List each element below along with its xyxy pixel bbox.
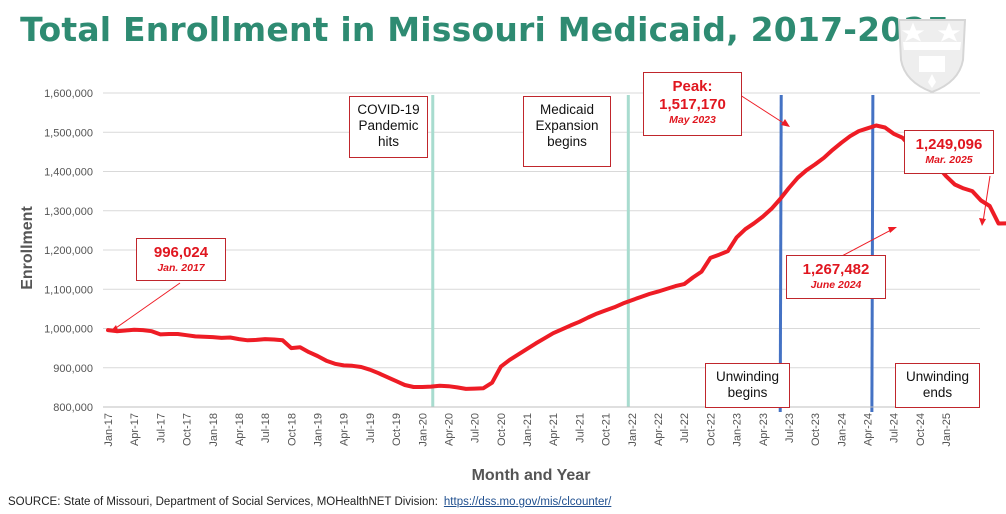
source-footnote: SOURCE: State of Missouri, Department of… [8, 496, 611, 508]
x-tick-label: Jul-23 [784, 413, 796, 443]
annotation-text: ends [922, 385, 953, 400]
y-tick-label: 1,000,000 [44, 324, 93, 336]
y-axis-title: Enrollment [19, 206, 36, 290]
x-tick-label: Jan-23 [732, 413, 744, 447]
x-tick-label: Jan-19 [313, 413, 325, 447]
x-tick-label: Oct-23 [810, 413, 822, 446]
annotation-value: 1,267,482 [802, 261, 870, 278]
x-tick-label: Jul-24 [889, 413, 901, 443]
x-tick-label: Jan-24 [836, 413, 848, 447]
annotation-peak: Peak: 1,517,170 May 2023 [643, 72, 742, 136]
annotation-mar-2025: 1,249,096 Mar. 2025 [904, 130, 994, 174]
annotation-text: Pandemic [358, 118, 419, 133]
x-tick-label: Oct-18 [286, 413, 298, 446]
x-tick-label: Oct-20 [496, 413, 508, 446]
annotation-date: May 2023 [669, 114, 716, 126]
x-tick-label: Jul-22 [679, 413, 691, 443]
annotation-value: 996,024 [153, 244, 209, 261]
x-tick-label: Apr-17 [129, 413, 141, 446]
x-tick-label: Jan-17 [103, 413, 115, 447]
annotation-covid: COVID-19 Pandemic hits [349, 96, 428, 158]
x-tick-label: Oct-22 [705, 413, 717, 446]
y-tick-label: 800,000 [53, 402, 93, 414]
x-tick-label: Apr-22 [653, 413, 665, 446]
x-tick-label: Oct-19 [391, 413, 403, 446]
x-tick-label: Apr-23 [758, 413, 770, 446]
x-tick-label: Jan-20 [417, 413, 429, 447]
x-tick-label: Jul-17 [155, 413, 167, 443]
annotation-date: Mar. 2025 [925, 154, 973, 166]
annotation-text: begins [547, 134, 587, 149]
x-tick-label: Apr-24 [863, 413, 875, 446]
x-axis-title: Month and Year [472, 467, 591, 484]
y-tick-label: 1,500,000 [44, 127, 93, 139]
annotation-text: begins [727, 385, 768, 400]
annotation-label: Peak: [672, 78, 713, 95]
y-tick-label: 900,000 [53, 363, 93, 375]
x-tick-label: Jul-18 [260, 413, 272, 443]
annotation-text: hits [377, 134, 399, 149]
annotation-value: 1,249,096 [915, 136, 983, 153]
annotation-text: COVID-19 [357, 102, 420, 117]
x-axis-ticks: Jan-17 Apr-17 Jul-17 Oct-17 Jan-18 Apr-18 Jul-… [103, 413, 953, 447]
annotation-unwinding-ends: Unwinding ends [895, 363, 980, 408]
x-tick-label: Oct-24 [915, 413, 927, 446]
y-tick-label: 1,400,000 [44, 167, 93, 179]
x-tick-label: Apr-18 [234, 413, 246, 446]
university-seal-icon [897, 19, 967, 94]
x-tick-label: Jan-22 [627, 413, 639, 447]
y-axis-ticks: 800,000 900,000 1,000,000 1,100,000 1,200,00… [44, 88, 93, 414]
annotation-jan-2017: 996,024 Jan. 2017 [136, 238, 226, 281]
x-tick-label: Jan-18 [208, 413, 220, 447]
y-tick-label: 1,600,000 [44, 88, 93, 100]
x-tick-label: Jul-21 [574, 413, 586, 443]
source-text: SOURCE: State of Missouri, Department of… [8, 496, 438, 508]
annotation-expansion: Medicaid Expansion begins [523, 96, 611, 167]
annotation-value: 1,517,170 [659, 96, 726, 113]
x-tick-label: Jan-25 [941, 413, 953, 447]
y-tick-label: 1,100,000 [44, 284, 93, 296]
source-link[interactable]: https://dss.mo.gov/mis/clcounter/ [443, 496, 612, 508]
annotation-text: Unwinding [715, 369, 780, 384]
annotation-june-2024: 1,267,482 June 2024 [786, 255, 886, 299]
x-tick-label: Apr-19 [339, 413, 351, 446]
annotation-arrows [110, 94, 991, 332]
event-marker-line [778, 94, 783, 413]
x-tick-label: Jul-19 [365, 413, 377, 443]
x-tick-label: Apr-20 [443, 413, 455, 446]
annotation-date: June 2024 [810, 279, 862, 291]
chart-title: Total Enrollment in Missouri Medicaid, 2… [20, 10, 950, 49]
x-tick-label: Oct-17 [182, 413, 194, 446]
y-tick-label: 1,200,000 [44, 245, 93, 257]
annotation-text: Expansion [535, 118, 599, 133]
x-tick-label: Jan-21 [522, 413, 534, 447]
x-tick-label: Oct-21 [601, 413, 613, 446]
event-marker-line [870, 94, 875, 413]
annotation-text: Unwinding [905, 369, 970, 384]
event-marker-lines [431, 94, 875, 413]
y-tick-label: 1,300,000 [44, 206, 93, 218]
annotation-unwinding-begins: Unwinding begins [705, 363, 790, 408]
x-tick-label: Apr-21 [548, 413, 560, 446]
annotation-text: Medicaid [539, 102, 595, 117]
x-tick-label: Jul-20 [470, 413, 482, 443]
annotation-date: Jan. 2017 [157, 262, 205, 274]
